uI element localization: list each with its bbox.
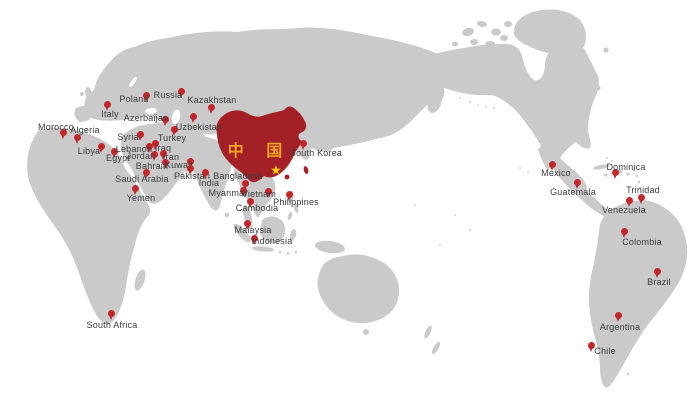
country-label-brazil: Brazil bbox=[647, 277, 671, 287]
country-label-saudi-arabia: Saudi Arabia bbox=[115, 174, 169, 184]
map-pin-icon-guatemala[interactable] bbox=[573, 178, 581, 189]
map-pin-icon-pakistan[interactable] bbox=[186, 164, 194, 175]
map-pin-icon-venezuela[interactable] bbox=[625, 196, 633, 207]
map-pin-icon-south-africa[interactable] bbox=[107, 309, 115, 320]
map-pin-icon-argentina[interactable] bbox=[614, 311, 622, 322]
map-pin-icon-libya[interactable] bbox=[97, 142, 105, 153]
country-label-chile: Chile bbox=[594, 346, 616, 356]
map-pin-icon-dominica[interactable] bbox=[611, 168, 619, 179]
country-label-south-africa: South Africa bbox=[86, 320, 138, 330]
country-label-argentina: Argentina bbox=[599, 322, 641, 332]
country-label-poland: Poland bbox=[119, 94, 149, 104]
map-pin-icon-myanmar[interactable] bbox=[239, 186, 247, 197]
map-pin-icon-russia[interactable] bbox=[177, 87, 185, 98]
map-pin-icon-malaysia[interactable] bbox=[243, 219, 251, 230]
map-pin-icon-iran[interactable] bbox=[159, 149, 167, 160]
country-label-myanmar: Myanmar bbox=[208, 188, 248, 198]
country-label-bangladesh: Bangladesh bbox=[213, 171, 263, 181]
map-pin-icon-cambodia[interactable] bbox=[246, 197, 254, 208]
map-pin-icon-saudi-arabia[interactable] bbox=[142, 168, 150, 179]
map-pin-icon-mexico[interactable] bbox=[548, 160, 556, 171]
inland-seas bbox=[121, 51, 544, 178]
hainan-shape bbox=[284, 174, 290, 180]
country-label-lebanon: Lebanon bbox=[115, 144, 153, 154]
country-label-algeria: Algeria bbox=[70, 125, 100, 135]
country-label-iraq: Iraq bbox=[154, 143, 172, 153]
country-label-trinidad: Trinidad bbox=[626, 185, 660, 195]
map-pin-icon-chile[interactable] bbox=[587, 341, 595, 352]
country-label-iran: Iran bbox=[162, 152, 180, 162]
country-label-uzbekistan: Uzbekistan bbox=[175, 122, 223, 132]
map-pin-icon-kazakhstan[interactable] bbox=[207, 103, 215, 114]
china-star-icon: ★ bbox=[270, 162, 282, 178]
map-pin-icon-italy[interactable] bbox=[103, 100, 111, 111]
map-pin-icon-trinidad[interactable] bbox=[637, 193, 645, 204]
country-label-indonesia: Indonesia bbox=[251, 236, 293, 246]
taiwan-shape bbox=[303, 166, 309, 174]
continent-north-america bbox=[402, 9, 643, 219]
china-shape bbox=[216, 106, 307, 183]
country-label-kazakhstan: Kazakhstan bbox=[187, 95, 237, 105]
map-pin-icon-poland[interactable] bbox=[142, 91, 150, 102]
continent-australia-oceania bbox=[233, 167, 529, 355]
map-pin-icon-indonesia[interactable] bbox=[250, 234, 258, 245]
map-pin-icon-jordan[interactable] bbox=[150, 150, 158, 161]
country-label-guatemala: Guatemala bbox=[550, 187, 596, 197]
country-label-venezuela: Venezuela bbox=[602, 205, 646, 215]
china-label: 中 国 bbox=[227, 143, 283, 160]
map-pin-icon-uzbekistan[interactable] bbox=[189, 112, 197, 123]
continent-south-america bbox=[589, 200, 688, 388]
country-label-azerbaijan: Azerbaijan bbox=[123, 113, 169, 123]
country-label-morocco: Morocco bbox=[38, 122, 74, 132]
country-label-dominica: Dominica bbox=[606, 162, 646, 172]
map-pin-icon-iraq[interactable] bbox=[151, 139, 159, 150]
country-label-libya: Libya bbox=[77, 146, 101, 156]
map-pin-icon-syria[interactable] bbox=[136, 130, 144, 141]
country-label-bahrain: Bahrain bbox=[135, 161, 169, 171]
map-pin-icon-bahrain[interactable] bbox=[161, 158, 169, 169]
country-label-philippines: Philippines bbox=[273, 197, 319, 207]
map-pin-icon-india[interactable] bbox=[201, 168, 209, 179]
country-label-yemen: Yemen bbox=[126, 193, 156, 203]
country-label-pakistan: Pakistan bbox=[173, 171, 211, 181]
china-highlight bbox=[216, 106, 309, 183]
map-pin-icon-philippines[interactable] bbox=[285, 190, 293, 201]
country-label-cambodia: Cambodia bbox=[235, 203, 279, 213]
country-label-russia: Russia bbox=[153, 90, 183, 100]
map-pin-icon-azerbaijan[interactable] bbox=[161, 115, 169, 126]
continent-africa bbox=[27, 128, 151, 324]
map-pin-icon-yemen[interactable] bbox=[131, 184, 139, 195]
map-pin-icon-brazil[interactable] bbox=[653, 267, 661, 278]
map-pin-icon-vietnam[interactable] bbox=[264, 187, 272, 198]
country-label-mexico: Mexico bbox=[541, 168, 571, 178]
map-pin-icon-egypt[interactable] bbox=[110, 147, 118, 158]
country-label-malaysia: Malaysia bbox=[234, 225, 272, 235]
map-pin-icon-turkey[interactable] bbox=[170, 125, 178, 136]
map-pin-icon-morocco[interactable] bbox=[59, 128, 67, 139]
map-pin-icon-algeria[interactable] bbox=[73, 133, 81, 144]
country-label-kuwait: Kuwait bbox=[164, 160, 194, 170]
map-pin-icon-colombia[interactable] bbox=[620, 227, 628, 238]
country-label-south-korea: South Korea bbox=[289, 148, 343, 158]
map-pin-icon-lebanon[interactable] bbox=[145, 142, 153, 153]
country-label-colombia: Colombia bbox=[622, 237, 662, 247]
country-label-syria: Syria bbox=[117, 132, 139, 142]
country-label-vietnam: Vietnam bbox=[241, 189, 277, 199]
country-label-india: India bbox=[198, 178, 220, 188]
country-label-turkey: Turkey bbox=[157, 133, 187, 143]
map-pin-icon-south-korea[interactable] bbox=[299, 139, 307, 150]
country-label-italy: Italy bbox=[101, 109, 119, 119]
country-label-egypt: Egypt bbox=[105, 153, 131, 163]
country-label-jordan: Jordan bbox=[126, 151, 156, 161]
